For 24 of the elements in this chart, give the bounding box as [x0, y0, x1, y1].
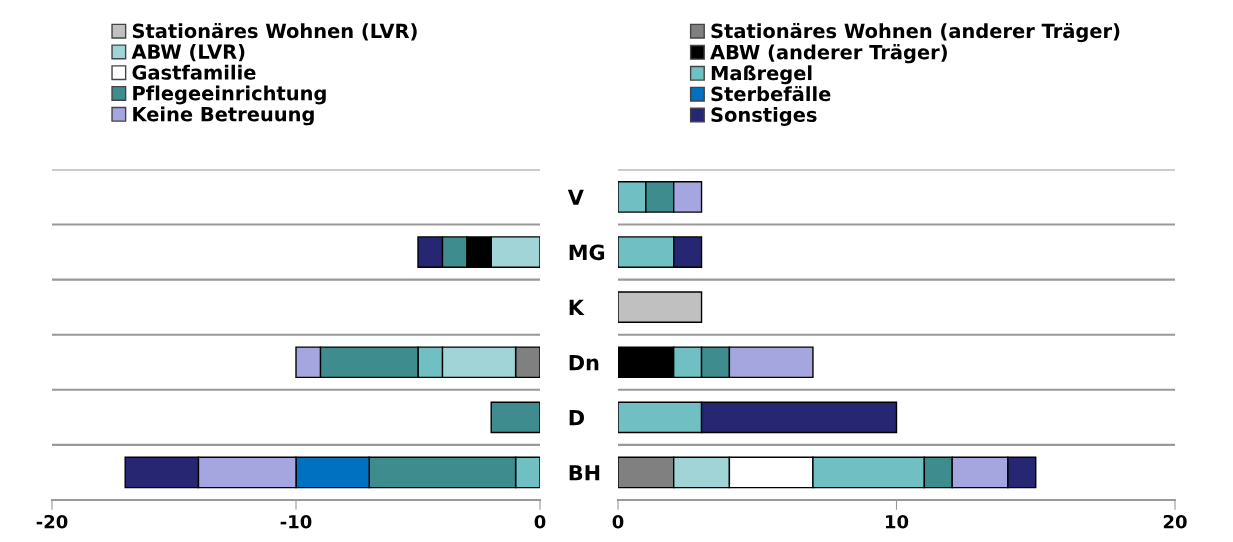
- y-tick-label: Dn: [569, 354, 599, 371]
- y-tick-label: K: [569, 299, 585, 316]
- bar: [490, 401, 540, 434]
- legend-label: Pflegeeinrichtung: [133, 85, 326, 105]
- bar: [618, 291, 703, 323]
- legend-label: ABW (LVR): [131, 43, 245, 62]
- x-tick-label: 20: [1163, 514, 1187, 529]
- legend-label: Sterbefälle: [711, 85, 831, 102]
- legend-label: Stationäres Wohnen (anderer Träger): [711, 22, 1120, 43]
- legend-label: ABW (anderer Träger): [710, 44, 947, 64]
- x-tick-label: 0: [612, 514, 624, 529]
- legend-label: Sonstiges: [711, 106, 817, 126]
- legend-label: Stationäres Wohnen (LVR): [132, 22, 417, 41]
- y-tick-label: BH: [569, 465, 600, 481]
- x-tick-label: -20: [36, 514, 68, 529]
- x-tick-label: 10: [885, 514, 909, 529]
- legend-label: Gastfamilie: [132, 64, 256, 80]
- y-tick-label: V: [567, 189, 584, 205]
- y-tick-label: D: [569, 410, 584, 426]
- legend-label: Maßregel: [711, 65, 812, 85]
- x-tick-label: -10: [280, 514, 312, 529]
- y-tick-label: MG: [569, 244, 605, 261]
- legend-label: Keine Betreuung: [133, 106, 314, 126]
- x-tick-label: 0: [534, 514, 546, 529]
